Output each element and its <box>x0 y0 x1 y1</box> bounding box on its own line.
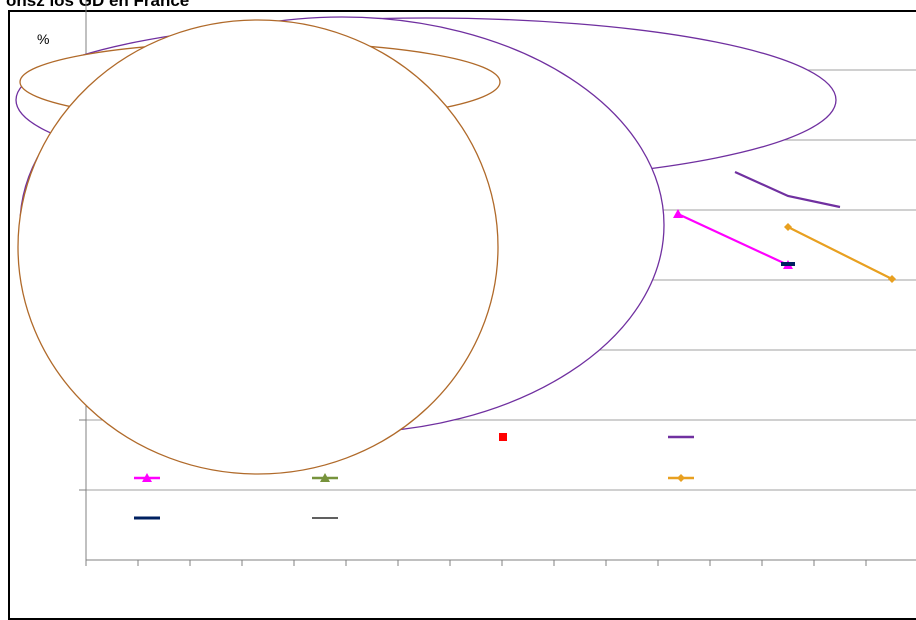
series-line <box>787 226 893 280</box>
data-point <box>320 473 330 482</box>
overlay-circle <box>17 19 499 475</box>
chart-title: onsz los GD en France <box>6 0 190 10</box>
data-point <box>781 262 795 266</box>
data-point <box>499 433 507 441</box>
y-axis-label: % <box>37 31 50 47</box>
data-point <box>677 474 685 482</box>
series-line <box>677 213 789 266</box>
series-line <box>734 170 841 209</box>
data-point <box>888 275 896 283</box>
data-point <box>673 209 683 218</box>
data-point <box>784 223 792 231</box>
data-point <box>142 473 152 482</box>
